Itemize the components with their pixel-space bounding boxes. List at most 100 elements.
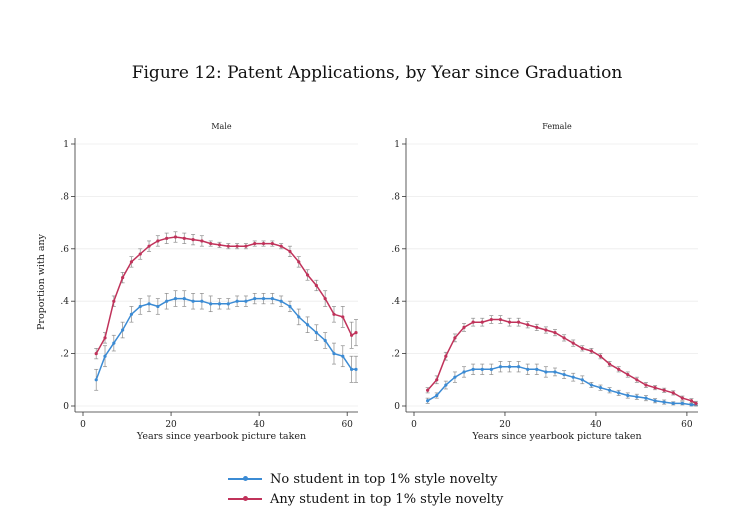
data-point-male-any-student bbox=[138, 252, 142, 256]
series-line-male-no-student bbox=[95, 297, 356, 381]
data-point-male-no-student bbox=[121, 328, 125, 332]
legend-label-any-student: Any student in top 1% style novelty bbox=[270, 492, 504, 507]
data-point-male-no-student bbox=[354, 367, 358, 371]
data-point-male-any-student bbox=[314, 283, 318, 288]
data-point-female-no-student bbox=[598, 386, 603, 390]
data-point-female-any-student bbox=[662, 388, 666, 392]
data-point-male-any-student bbox=[354, 331, 358, 335]
data-point-male-any-student bbox=[182, 236, 186, 240]
y-tick-label-male: .8 bbox=[60, 192, 69, 202]
data-point-male-no-student bbox=[94, 378, 98, 382]
data-point-female-any-student bbox=[644, 383, 648, 387]
x-tick-label-female: 0 bbox=[411, 420, 417, 430]
y-tick-label-female: .6 bbox=[391, 245, 400, 255]
data-point-male-no-student bbox=[226, 302, 230, 306]
data-point-male-no-student bbox=[182, 296, 186, 301]
data-point-male-no-student bbox=[129, 312, 134, 316]
data-point-female-no-student bbox=[553, 370, 557, 374]
x-tick-label-male: 60 bbox=[341, 420, 353, 430]
data-point-female-no-student bbox=[626, 393, 630, 398]
data-point-male-no-student bbox=[191, 299, 195, 303]
data-point-female-no-student bbox=[580, 378, 584, 382]
y-tick-label-male: 1 bbox=[63, 140, 69, 150]
data-point-female-no-student bbox=[507, 365, 512, 369]
data-point-female-no-student bbox=[644, 396, 648, 400]
data-point-female-any-student bbox=[507, 320, 512, 324]
legend-item-no-student: No student in top 1% style novelty bbox=[228, 470, 503, 490]
data-point-female-any-student bbox=[607, 362, 612, 366]
data-point-female-any-student bbox=[553, 331, 557, 335]
data-point-male-no-student bbox=[349, 367, 354, 371]
data-point-female-no-student bbox=[635, 395, 639, 399]
data-point-male-any-student bbox=[129, 260, 134, 264]
data-point-male-no-student bbox=[305, 323, 310, 327]
data-point-male-no-student bbox=[209, 302, 213, 306]
data-point-female-no-student bbox=[680, 401, 684, 405]
figure-title: Figure 12: Patent Applications, by Year … bbox=[131, 63, 623, 83]
data-point-male-any-student bbox=[94, 352, 98, 356]
data-point-female-no-student bbox=[689, 403, 694, 407]
data-point-male-any-student bbox=[191, 238, 195, 242]
data-point-female-any-student bbox=[680, 396, 684, 400]
data-point-female-no-student bbox=[653, 399, 657, 403]
data-point-male-no-student bbox=[244, 299, 248, 303]
data-point-male-no-student bbox=[217, 302, 222, 306]
panel-title-male: Male bbox=[211, 122, 232, 131]
data-point-male-any-student bbox=[297, 260, 301, 264]
x-tick-label-male: 20 bbox=[165, 420, 177, 430]
data-point-male-no-student bbox=[112, 341, 116, 345]
data-point-female-any-student bbox=[462, 325, 466, 329]
data-point-female-no-student bbox=[453, 375, 457, 379]
data-point-female-any-student bbox=[580, 346, 584, 350]
data-point-female-any-student bbox=[653, 386, 657, 390]
y-tick-label-female: .8 bbox=[391, 192, 400, 202]
data-point-male-no-student bbox=[165, 299, 169, 303]
data-point-male-any-student bbox=[323, 296, 327, 301]
data-point-female-no-student bbox=[544, 370, 548, 374]
data-point-female-any-student bbox=[517, 320, 521, 324]
data-point-male-no-student bbox=[253, 296, 257, 301]
x-tick-label-male: 40 bbox=[253, 420, 265, 430]
data-point-female-no-student bbox=[480, 367, 484, 371]
data-point-female-no-student bbox=[571, 375, 575, 379]
legend-label-no-student: No student in top 1% style novelty bbox=[270, 472, 498, 487]
panel-title-female: Female bbox=[542, 122, 572, 131]
y-tick-label-female: .2 bbox=[391, 350, 400, 360]
data-point-male-any-student bbox=[244, 244, 248, 248]
data-point-male-any-student bbox=[279, 244, 283, 248]
data-point-male-any-student bbox=[253, 241, 257, 246]
data-point-male-no-student bbox=[147, 302, 151, 306]
data-point-male-no-student bbox=[332, 352, 336, 356]
y-tick-label-female: 0 bbox=[394, 402, 400, 412]
y-tick-label-male: .2 bbox=[60, 350, 69, 360]
data-point-female-no-student bbox=[444, 383, 448, 387]
data-point-female-any-student bbox=[626, 372, 630, 377]
data-point-female-any-student bbox=[480, 320, 484, 324]
x-tick-label-female: 60 bbox=[681, 420, 693, 430]
data-point-male-any-student bbox=[332, 312, 336, 316]
data-point-male-any-student bbox=[165, 236, 169, 240]
data-point-female-no-student bbox=[462, 370, 466, 374]
data-point-male-no-student bbox=[288, 304, 292, 309]
data-point-male-no-student bbox=[200, 299, 204, 303]
x-axis-label-male: Years since yearbook picture taken bbox=[136, 431, 306, 442]
data-point-male-any-student bbox=[261, 241, 266, 246]
y-tick-label-female: 1 bbox=[394, 140, 400, 150]
y-tick-label-male: .6 bbox=[60, 245, 69, 255]
data-point-male-no-student bbox=[341, 354, 345, 358]
data-point-male-no-student bbox=[173, 296, 178, 301]
data-point-male-any-student bbox=[341, 315, 345, 319]
data-point-male-any-student bbox=[147, 244, 151, 248]
data-point-male-any-student bbox=[349, 333, 354, 337]
data-point-female-no-student bbox=[535, 367, 539, 371]
x-tick-label-male: 0 bbox=[80, 420, 86, 430]
data-point-male-any-student bbox=[217, 243, 222, 247]
y-tick-label-male: .4 bbox=[60, 297, 69, 307]
data-point-female-any-student bbox=[617, 367, 621, 371]
data-point-female-no-student bbox=[662, 400, 666, 404]
data-point-male-no-student bbox=[297, 315, 301, 319]
data-point-female-no-student bbox=[617, 391, 621, 395]
data-point-male-no-student bbox=[323, 338, 327, 343]
legend: No student in top 1% style novelty Any s… bbox=[228, 470, 503, 510]
